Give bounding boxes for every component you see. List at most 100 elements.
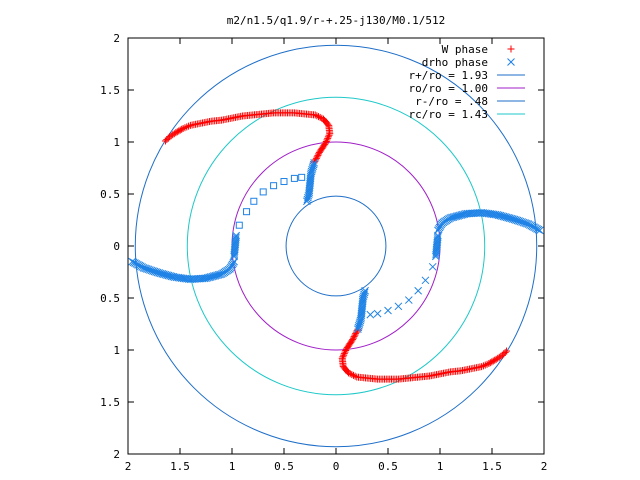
point-1-30-b	[535, 226, 544, 235]
point-0-40-fill-4	[340, 364, 348, 372]
y-tick-label-4: 0	[113, 240, 120, 253]
point-2-5-box	[280, 178, 288, 186]
point-1-18-b	[357, 314, 365, 323]
point-1-28-fill-8-b	[521, 219, 530, 227]
point-1-2-fill-3-b	[305, 184, 314, 193]
x-tick-label-5: 0.5	[378, 460, 398, 473]
point-1-2-fill-4-b	[305, 186, 314, 195]
point-0-42-fill-2	[340, 351, 348, 359]
point-1-27-b	[493, 210, 502, 219]
point-1-7-fill-8	[205, 273, 213, 282]
y-tick-label-2: 1	[113, 136, 120, 149]
point-1-8-fill-5-b	[193, 274, 202, 283]
point-2-7-box	[298, 173, 306, 181]
point-1-11-fill-8-b	[142, 265, 151, 273]
point-1-2-fill-2-b	[305, 183, 314, 191]
point-0-39-fill-2	[349, 371, 357, 379]
point-1-20-fill-3	[360, 288, 369, 297]
point-1-10-b	[170, 273, 179, 282]
y-tick-label-1: 1.5	[100, 84, 120, 97]
point-0-19	[326, 130, 334, 138]
point-3-0-b	[428, 262, 437, 271]
point-0-16	[311, 111, 319, 119]
point-1-10-fill-8	[158, 270, 167, 278]
point-1-25-b	[462, 209, 470, 218]
point-0-26-fill-1	[483, 360, 491, 368]
point-0-3	[179, 124, 187, 132]
point-1-7-fill-9-b	[203, 273, 212, 282]
point-3-4	[394, 302, 403, 311]
point-1-28-fill-6-b	[518, 218, 527, 226]
point-1-25-fill-1-b	[463, 209, 472, 218]
reference-circle-2	[285, 195, 387, 297]
point-2-3	[259, 188, 267, 196]
point-0-3-fill-1	[181, 124, 189, 132]
x-tick-label-3: 0.5	[274, 460, 294, 473]
point-1-28-fill-2-b	[512, 216, 520, 224]
point-1-15-fill-1-b	[231, 240, 240, 249]
x-tick-label-6: 1	[437, 460, 444, 473]
point-1-2-b	[306, 179, 314, 188]
point-0-3-fill-2	[183, 123, 191, 131]
point-1-19-b	[358, 304, 366, 313]
point-1-11-fill-7-b	[144, 265, 153, 274]
point-3-4-b	[394, 302, 403, 311]
point-1-16-b	[232, 231, 241, 240]
point-0-39-fill-1	[351, 372, 359, 380]
point-0-44-fill-2	[350, 333, 358, 341]
x-tick-label-8: 2	[541, 460, 548, 473]
point-3-7	[366, 310, 375, 319]
point-1-8-fill-1-b	[200, 274, 209, 283]
point-1-1-fill-5-b	[306, 178, 315, 186]
point-1-1-fill-1-b	[307, 171, 315, 179]
point-1-18-fill-5-b	[357, 306, 366, 314]
point-1-27-fill-2	[496, 211, 505, 220]
point-1-27-fill-9-b	[507, 214, 516, 223]
point-2-4-box	[270, 182, 278, 190]
point-1-11-fill-4-b	[149, 267, 157, 275]
point-1-32-fill-3-b	[432, 247, 441, 256]
point-1-10-fill-4-b	[164, 271, 173, 280]
point-0-2-fill-1	[173, 128, 181, 136]
point-1-32-fill-5	[432, 250, 440, 259]
point-1-11-fill-9-b	[141, 264, 150, 273]
point-1-24-fill-1-b	[448, 213, 456, 222]
point-3-6-b	[373, 309, 382, 318]
x-tick-label-7: 1.5	[482, 460, 502, 473]
point-0-26-fill-3	[479, 362, 487, 370]
point-1-18-fill-1-b	[357, 313, 365, 321]
point-1-7-fill-3-b	[213, 271, 221, 280]
y-tick-label-5: 0.5	[100, 292, 120, 305]
point-1-27-fill-3-b	[498, 212, 506, 220]
point-3-7-b	[366, 310, 375, 319]
point-1-7-fill-7-b	[206, 273, 215, 281]
point-0-21-fill-1	[315, 150, 323, 158]
point-1-24-fill-2-b	[449, 213, 458, 221]
point-1-27-fill-6	[502, 213, 511, 222]
point-1-7-fill-5-b	[209, 272, 218, 281]
point-1-14-b	[230, 252, 238, 261]
point-1-32-fill-2-b	[432, 245, 441, 254]
point-1-24-fill-6	[455, 211, 464, 220]
point-1-9-fill-8-b	[172, 273, 181, 282]
point-0-2	[172, 129, 180, 137]
y-tick-label-7: 1.5	[100, 396, 120, 409]
point-1-25-fill-4-b	[469, 209, 477, 218]
point-0-2-fill-2	[175, 127, 183, 135]
point-2-4	[270, 182, 278, 190]
point-1-26-fill-8-b	[491, 210, 500, 219]
point-2-2	[250, 197, 258, 205]
point-1-15-fill-4	[231, 235, 240, 243]
point-1-24-fill-8	[459, 210, 467, 219]
point-1-24	[446, 214, 455, 222]
legend-label-1: drho phase	[422, 56, 488, 69]
y-tick-label-0: 2	[113, 32, 120, 45]
point-0-25-fill-4	[486, 359, 494, 367]
point-1-33	[431, 252, 440, 261]
point-1-24-fill-5	[454, 211, 463, 220]
point-1-7-fill-1-b	[216, 270, 224, 279]
point-1-10-fill-8-b	[158, 270, 167, 278]
point-0-19-fill-1	[325, 131, 333, 139]
point-1-10-fill-5	[163, 271, 171, 279]
